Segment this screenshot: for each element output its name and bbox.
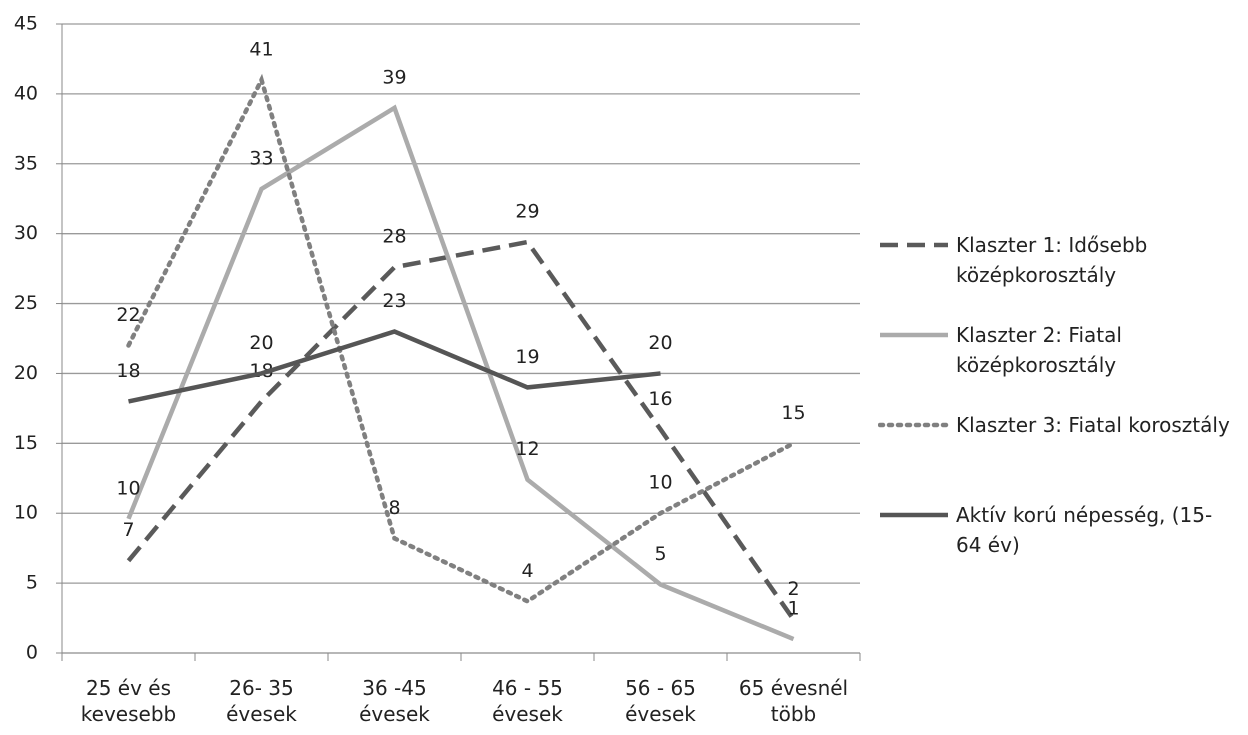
- legend-label: Klaszter 3: Fiatal korosztály: [956, 413, 1230, 437]
- y-tick-label: 35: [14, 152, 38, 174]
- legend-swatch: [880, 332, 948, 338]
- y-tick-label: 0: [26, 642, 38, 664]
- x-tick-label: 36 -45 évesek: [359, 676, 430, 726]
- data-label: 2: [787, 578, 799, 600]
- legend-label: Aktív korú népesség, (15-64 év): [956, 503, 1213, 557]
- data-label: 5: [654, 543, 666, 565]
- data-label: 19: [515, 346, 539, 368]
- data-label: 23: [382, 290, 406, 312]
- x-tick-label: 46 - 55 évesek: [492, 676, 563, 726]
- y-tick-label: 25: [14, 292, 38, 314]
- series-line: [126, 104, 795, 642]
- x-tick-label: 25 év és kevesebb: [80, 676, 177, 726]
- y-tick-label: 20: [14, 362, 38, 384]
- data-label: 33: [249, 147, 273, 169]
- legend-item: Aktív korú népesség, (15-64 év): [878, 500, 1243, 560]
- x-tick-label: 56 - 65 évesek: [625, 676, 696, 726]
- y-tick-label: 45: [14, 13, 38, 35]
- data-label: 18: [116, 360, 140, 382]
- data-label: 12: [515, 438, 539, 460]
- data-label: 10: [116, 477, 140, 499]
- legend-swatch: [880, 242, 948, 248]
- data-label: 8: [388, 497, 400, 519]
- data-label: 28: [382, 226, 406, 248]
- data-label: 20: [249, 332, 273, 354]
- legend-item: Klaszter 2: Fiatal középkorosztály: [878, 320, 1243, 380]
- data-label: 39: [382, 66, 406, 88]
- legend-label: Klaszter 2: Fiatal középkorosztály: [956, 323, 1122, 377]
- y-tick-label: 10: [14, 502, 38, 524]
- data-label: 7: [122, 519, 134, 541]
- legend-label: Klaszter 1: Idősebb középkorosztály: [956, 233, 1148, 287]
- series-line: [126, 73, 796, 604]
- data-label: 1: [787, 598, 799, 620]
- y-tick-label: 5: [26, 572, 38, 594]
- y-tick-label: 15: [14, 432, 38, 454]
- series-line: [128, 329, 661, 404]
- data-label: 4: [521, 560, 533, 582]
- x-tick-label: 26- 35 évesek: [226, 676, 297, 726]
- legend-swatch: [878, 422, 950, 428]
- data-label: 29: [515, 201, 539, 223]
- legend-swatch: [880, 512, 948, 518]
- y-tick-label: 30: [14, 222, 38, 244]
- legend-item: Klaszter 1: Idősebb középkorosztály: [878, 230, 1243, 290]
- x-tick-label: 65 évesnél több: [738, 676, 849, 726]
- legend-item: Klaszter 3: Fiatal korosztály: [878, 410, 1243, 440]
- data-label: 41: [249, 38, 273, 60]
- data-label: 22: [116, 304, 140, 326]
- data-label: 15: [781, 402, 805, 424]
- data-label: 16: [648, 388, 672, 410]
- series-line: [126, 239, 796, 621]
- data-label: 20: [648, 332, 672, 354]
- y-tick-label: 40: [14, 82, 38, 104]
- data-label: 10: [648, 472, 672, 494]
